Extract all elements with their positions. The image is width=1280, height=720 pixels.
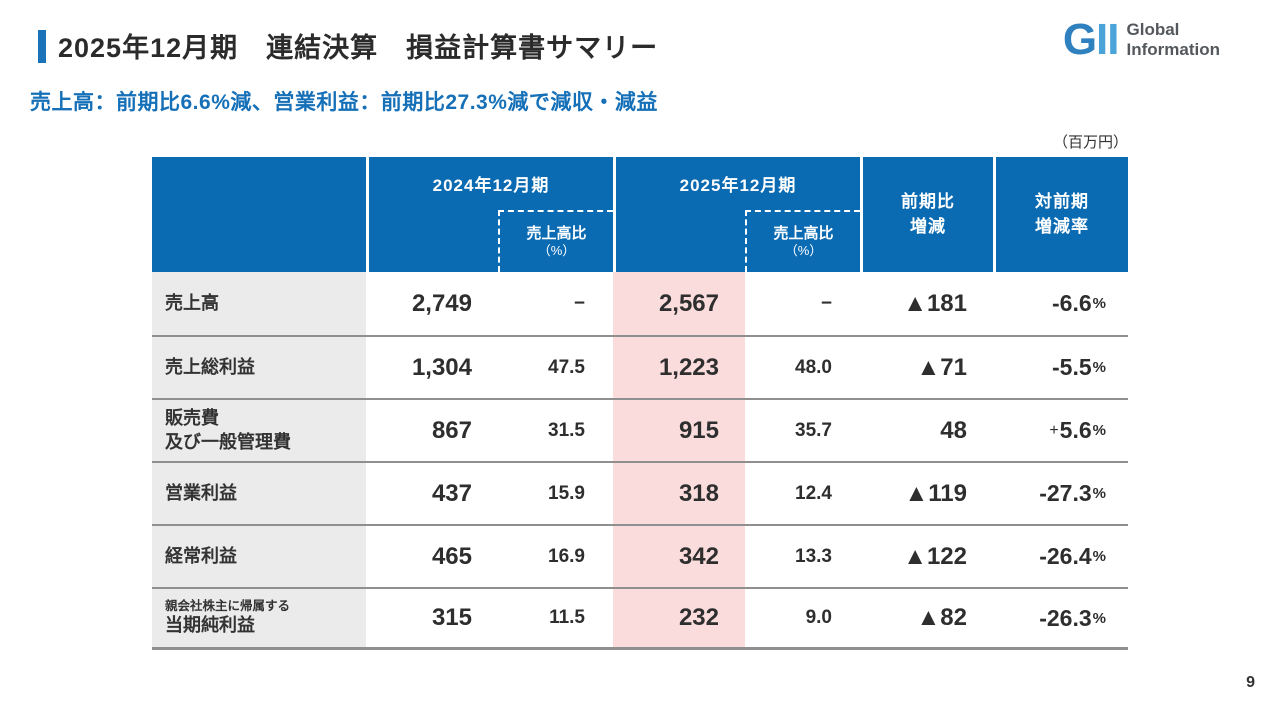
- fy2024-ratio: 15.9: [548, 482, 585, 504]
- fy2024-ratio: 16.9: [548, 545, 585, 567]
- fy2025-ratio: 13.3: [795, 545, 832, 567]
- page-number: 9: [1246, 674, 1255, 691]
- fy2024-value: 867: [431, 416, 472, 444]
- fy2025-value: 342: [613, 526, 745, 587]
- header-fy2025: 2025年12月期: [613, 157, 860, 210]
- fy2024-ratio: 47.5: [548, 356, 585, 378]
- sales-ratio-unit: （%）: [537, 243, 576, 259]
- fy2024-value: 465: [431, 542, 472, 570]
- row-label: 経常利益: [152, 526, 366, 587]
- table-row-sga-expenses: 販売費 及び一般管理費 867 31.5 915 35.7 48 +5.6%: [152, 398, 1128, 461]
- row-label: 売上総利益: [152, 337, 366, 398]
- logo-wordmark: Global Information: [1127, 20, 1221, 59]
- sales-ratio-unit: （%）: [784, 243, 823, 259]
- fy2025-ratio: 12.4: [795, 482, 832, 504]
- fy2024-ratio: 11.5: [549, 607, 585, 628]
- fy2025-value: 318: [613, 463, 745, 524]
- fy2024-ratio: 31.5: [548, 419, 585, 441]
- fy2025-ratio: 9.0: [805, 607, 832, 628]
- row-label: 売上高: [152, 272, 366, 335]
- fy2024-value: 1,304: [411, 353, 472, 381]
- fy2024-value: 315: [431, 604, 472, 631]
- row-label: 営業利益: [152, 463, 366, 524]
- fy2025-ratio: −: [820, 292, 832, 314]
- header-yoy-rate: 対前期 増減率: [993, 157, 1128, 272]
- unit-note: （百万円）: [1052, 134, 1128, 151]
- row-label: 販売費 及び一般管理費: [152, 400, 366, 461]
- gii-logo-icon: GII: [1062, 15, 1120, 64]
- yoy-change-value: ▲181: [903, 289, 967, 317]
- header-yoy-change: 前期比 増減: [860, 157, 993, 272]
- fy2024-ratio: −: [573, 292, 585, 314]
- pl-summary-table: 2024年12月期 売上高比 （%） 2025年12月期 売上高比 （%） 前期…: [152, 157, 1128, 650]
- header-fy2024-sales-ratio: 売上高比 （%）: [498, 210, 613, 272]
- fy2025-ratio: 35.7: [795, 419, 832, 441]
- row-label: 親会社株主に帰属する 当期純利益: [152, 589, 366, 647]
- logo-word-global: Global: [1126, 20, 1180, 40]
- fy2024-value: 2,749: [411, 289, 472, 317]
- yoy-change-line2: 増減: [910, 216, 946, 236]
- yoy-change-value: 48: [940, 416, 967, 444]
- table-header: 2024年12月期 売上高比 （%） 2025年12月期 売上高比 （%） 前期…: [152, 157, 1128, 272]
- yoy-rate-value: -26.3%: [1039, 604, 1106, 631]
- table-row-operating-income: 営業利益 437 15.9 318 12.4 ▲119 -27.3%: [152, 461, 1128, 524]
- sales-ratio-label: 売上高比: [773, 224, 834, 242]
- table-row-net-income: 親会社株主に帰属する 当期純利益 315 11.5 232 9.0 ▲82 -26…: [152, 587, 1128, 650]
- title-accent-bar: [38, 30, 46, 63]
- logo-mark-g: G: [1062, 15, 1097, 64]
- header-fy2024-value-subcell: [366, 210, 498, 272]
- fy2025-value: 2,567: [613, 272, 745, 335]
- yoy-rate-value: -26.4%: [1039, 543, 1106, 569]
- company-logo: GII Global Information: [1063, 18, 1220, 62]
- header-fy2025-sales-ratio: 売上高比 （%）: [745, 210, 860, 272]
- yoy-change-value: ▲71: [916, 353, 967, 381]
- fy2025-value: 915: [613, 400, 745, 461]
- yoy-change-line1: 前期比: [901, 191, 955, 211]
- yoy-rate-value: -6.6%: [1052, 290, 1106, 316]
- yoy-rate-value: -27.3%: [1039, 480, 1106, 506]
- logo-mark-ii: II: [1096, 15, 1119, 64]
- header-fy2024: 2024年12月期: [366, 157, 613, 210]
- yoy-change-value: ▲82: [916, 604, 967, 631]
- yoy-rate-line1: 対前期: [1035, 191, 1089, 211]
- fy2025-value: 232: [613, 589, 745, 647]
- logo-word-information: Information: [1126, 40, 1221, 59]
- header-fy2025-value-subcell: [613, 210, 745, 272]
- fy2025-value: 1,223: [613, 337, 745, 398]
- slide-subtitle: 売上高：前期比6.6%減、営業利益：前期比27.3%減で減収・減益: [30, 91, 658, 114]
- header-blank-cell: [152, 157, 366, 272]
- yoy-rate-value: +5.6%: [1049, 417, 1106, 443]
- sales-ratio-label: 売上高比: [526, 224, 587, 242]
- yoy-rate-value: -5.5%: [1052, 354, 1106, 380]
- fy2024-value: 437: [431, 479, 472, 507]
- table-row-ordinary-income: 経常利益 465 16.9 342 13.3 ▲122 -26.4%: [152, 524, 1128, 587]
- yoy-change-value: ▲119: [904, 479, 967, 507]
- page-title: 2025年12月期 連結決算 損益計算書サマリー: [58, 33, 659, 63]
- table-row-gross-profit: 売上総利益 1,304 47.5 1,223 48.0 ▲71 -5.5%: [152, 335, 1128, 398]
- fy2025-ratio: 48.0: [795, 356, 832, 378]
- table-row-net-sales: 売上高 2,749 − 2,567 − ▲181 -6.6%: [152, 272, 1128, 335]
- yoy-change-value: ▲122: [903, 542, 967, 570]
- yoy-rate-line2: 増減率: [1035, 216, 1089, 236]
